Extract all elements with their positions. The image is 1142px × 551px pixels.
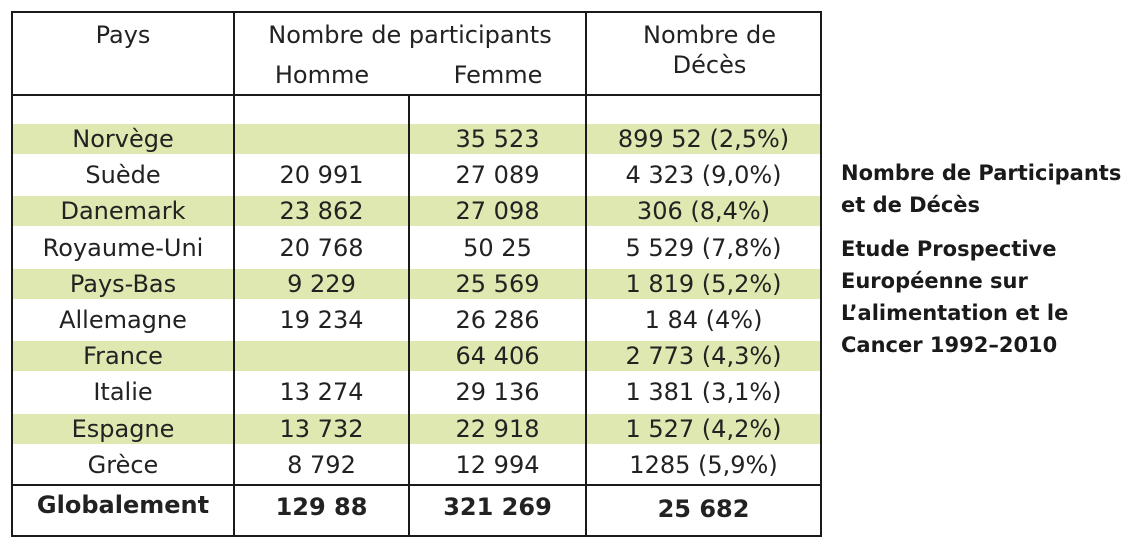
cell-homme: 19 234 [279, 306, 364, 334]
side-subtitle: Etude Prospective Européenne sur L’alime… [841, 233, 1068, 361]
cell-femme: 22 918 [455, 414, 540, 443]
participants-deaths-table: Pays Nombre de participants Homme Femme … [11, 11, 822, 537]
side-title-line1: Nombre de Participants [841, 161, 1122, 185]
cell-deces: 1 84 (4%) [644, 306, 763, 334]
cell-femme: 64 406 [455, 342, 540, 371]
cell-femme: 27 098 [455, 197, 540, 226]
side-sub-line3: L’alimentation et le [841, 301, 1069, 325]
row-highlight [13, 196, 820, 227]
cell-homme: 20 991 [279, 161, 364, 190]
cell-pays: Norvège [72, 125, 174, 153]
cell-deces: 2 773 (4,3%) [625, 342, 782, 371]
cell-femme: 29 136 [455, 378, 540, 407]
total-femme: 321 269 [443, 493, 552, 521]
cell-pays: Royaume-Uni [42, 233, 204, 262]
cell-pays: Allemagne [59, 306, 187, 334]
row-highlight [13, 413, 820, 444]
column-divider-1 [233, 13, 235, 535]
header-participants: Nombre de participants [268, 21, 552, 49]
header-homme: Homme [274, 61, 370, 89]
cell-pays: Espagne [71, 414, 175, 443]
side-sub-line4: Cancer 1992–2010 [841, 333, 1058, 357]
cell-homme: 8 792 [287, 450, 356, 479]
cell-pays: Danemark [60, 197, 186, 226]
side-title-line2: et de Décès [841, 193, 981, 217]
side-sub-line2: Européenne sur [841, 269, 1028, 293]
header-deces-line1: Nombre de [643, 21, 776, 49]
cell-deces: 4 323 (9,0%) [625, 161, 782, 190]
row-highlight [13, 268, 820, 299]
cell-femme: 12 994 [455, 450, 540, 479]
total-homme: 129 88 [275, 493, 368, 521]
cell-deces: 1285 (5,9%) [629, 450, 778, 479]
column-divider-2 [408, 96, 410, 535]
cell-femme: 26 286 [455, 306, 540, 334]
cell-pays: Suède [85, 161, 161, 190]
row-highlight [13, 124, 820, 154]
cell-homme: 9 229 [287, 269, 356, 298]
side-title: Nombre de Participants et de Décès [841, 157, 1121, 221]
cell-deces: 899 52 (2,5%) [617, 125, 790, 153]
column-divider-3 [585, 13, 587, 535]
total-pays: Globalement [36, 491, 210, 519]
header-femme: Femme [453, 61, 543, 89]
cell-pays: France [83, 342, 163, 371]
cell-deces: 1 381 (3,1%) [625, 378, 782, 407]
cell-femme: 25 569 [455, 269, 540, 298]
total-deces: 25 682 [657, 495, 750, 523]
row-highlight [13, 341, 820, 372]
header-deces-line2: Décès [672, 51, 747, 79]
side-sub-line1: Etude Prospective [841, 237, 1057, 261]
cell-deces: 306 (8,4%) [636, 197, 771, 226]
cell-pays: Pays-Bas [69, 269, 177, 298]
cell-homme: 13 732 [279, 414, 364, 443]
cell-pays: Italie [93, 378, 153, 407]
cell-homme: 23 862 [279, 197, 364, 226]
header-pays: Pays [95, 21, 151, 49]
cell-femme: 27 089 [455, 161, 540, 190]
cell-femme: 50 25 [463, 233, 532, 262]
cell-deces: 1 819 (5,2%) [625, 269, 782, 298]
header-divider [13, 94, 820, 96]
cell-pays: Grèce [87, 450, 159, 479]
total-divider [13, 484, 820, 486]
cell-homme: 13 274 [279, 378, 364, 407]
cell-femme: 35 523 [455, 125, 540, 153]
cell-deces: 1 527 (4,2%) [625, 414, 782, 443]
cell-deces: 5 529 (7,8%) [625, 233, 782, 262]
cell-homme: 20 768 [279, 233, 364, 262]
